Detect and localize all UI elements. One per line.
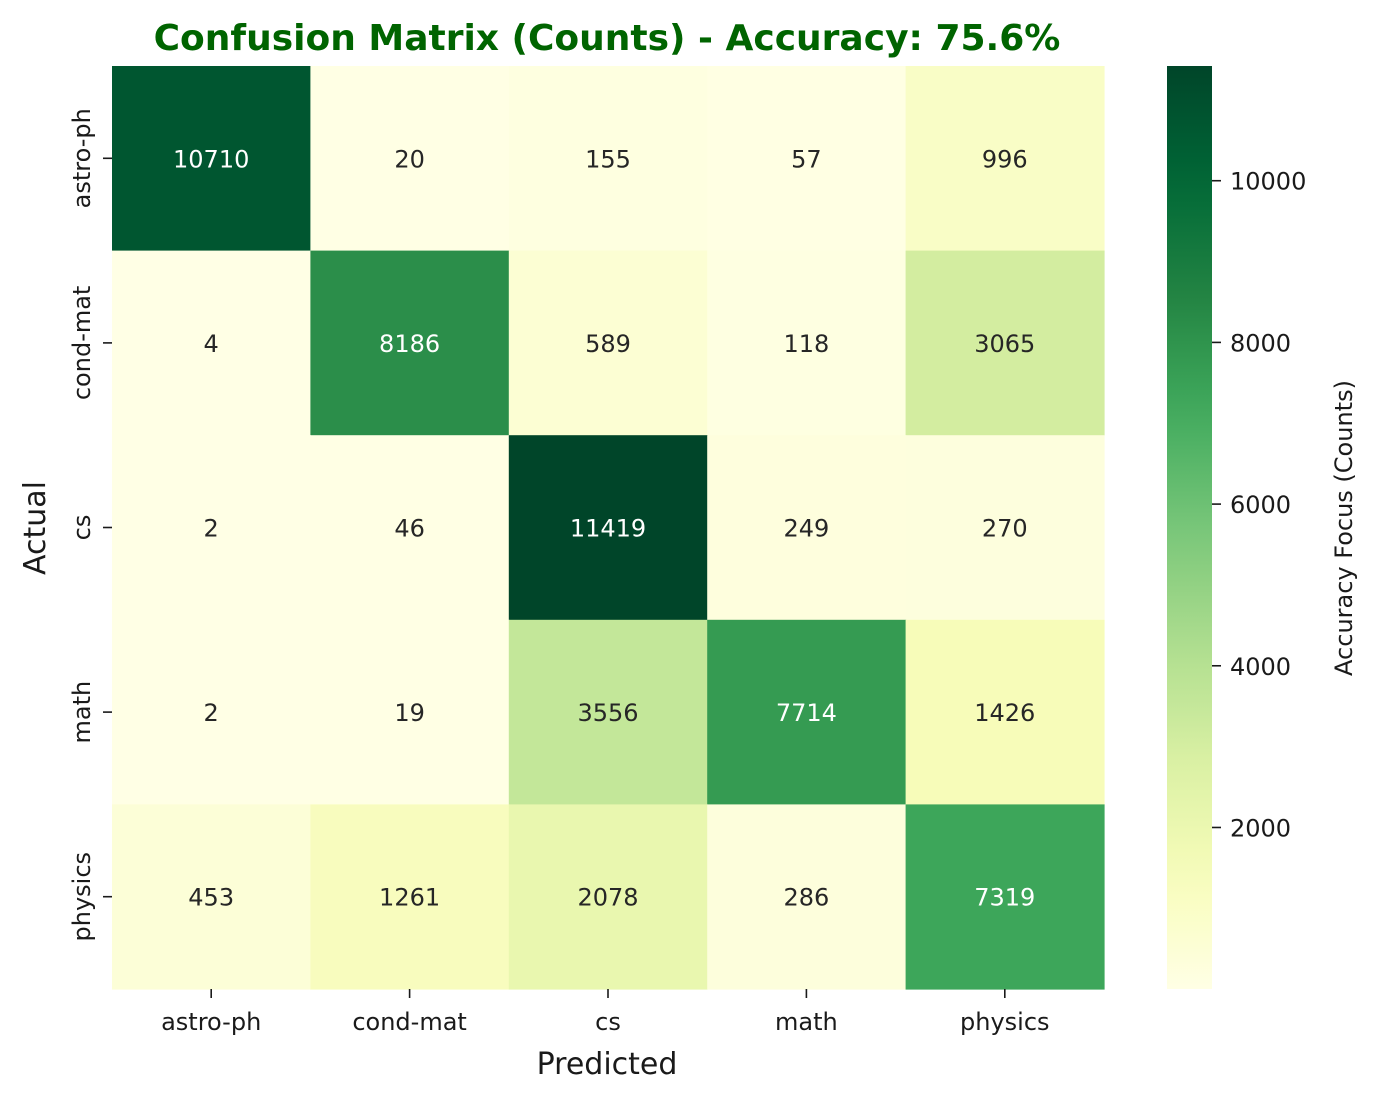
- cell-value-label: 1261: [379, 884, 440, 912]
- colorbar-tick-label: 8000: [1230, 329, 1291, 357]
- cell-value-label: 20: [394, 145, 425, 173]
- cell-value-label: 589: [585, 330, 631, 358]
- cell-value-label: 57: [791, 145, 822, 173]
- heatmap-cell: [508, 435, 708, 621]
- heatmap-cell: [508, 66, 708, 252]
- cell-value-label: 996: [982, 145, 1028, 173]
- x-tick-label: cs: [595, 1008, 621, 1036]
- cell-value-label: 4: [204, 330, 219, 358]
- colorbar-tick-label: 2000: [1230, 814, 1291, 842]
- cell-value-label: 155: [585, 145, 631, 173]
- cell-value-label: 3065: [974, 330, 1035, 358]
- y-tick-label: math: [68, 681, 96, 744]
- heatmap-cell: [112, 619, 311, 805]
- heatmap-cell: [310, 66, 510, 252]
- colorbar-tick-label: 4000: [1230, 653, 1291, 681]
- heatmap-cell: [707, 435, 907, 621]
- cell-value-label: 8186: [379, 330, 440, 358]
- heatmap-cell: [905, 250, 1105, 436]
- heatmap-cell: [707, 250, 907, 436]
- heatmap-cell: [112, 435, 311, 621]
- heatmap-cell: [112, 250, 311, 436]
- cell-value-label: 19: [394, 699, 425, 727]
- heatmap-cell: [310, 619, 510, 805]
- x-axis-ticks: astro-ph cond-mat cs math physics: [161, 989, 1050, 1036]
- colorbar-tick-label: 10000: [1230, 168, 1306, 196]
- heatmap-cell: [905, 66, 1105, 252]
- cell-value-label: 286: [783, 884, 829, 912]
- heatmap-cell: [707, 804, 907, 990]
- cell-value-label: 11419: [570, 515, 646, 543]
- x-tick-label: cond-mat: [352, 1008, 466, 1036]
- heatmap-cell: [310, 804, 510, 990]
- x-axis-label: Predicted: [537, 1047, 678, 1082]
- heatmap-cell: [310, 435, 510, 621]
- y-tick-label: cond-mat: [68, 286, 96, 400]
- cell-value-label: 1426: [974, 699, 1035, 727]
- colorbar-gradient: [1167, 66, 1212, 989]
- heatmap-cell: [905, 804, 1105, 990]
- heatmap-cell: [508, 619, 708, 805]
- y-tick-label: physics: [68, 852, 96, 942]
- cell-value-label: 7714: [776, 699, 837, 727]
- y-axis-label: Actual: [18, 481, 53, 575]
- chart-title: Confusion Matrix (Counts) - Accuracy: 75…: [154, 18, 1061, 59]
- cell-value-label: 118: [783, 330, 829, 358]
- heatmap-cell: [310, 250, 510, 436]
- x-tick-label: astro-ph: [161, 1008, 261, 1036]
- heatmap-cell: [112, 66, 311, 252]
- cell-value-label: 46: [394, 515, 425, 543]
- x-tick-label: math: [775, 1008, 838, 1036]
- x-tick-label: physics: [960, 1008, 1050, 1036]
- cell-value-label: 10710: [173, 145, 249, 173]
- heatmap-cell: [508, 250, 708, 436]
- cell-value-label: 249: [783, 515, 829, 543]
- cell-value-label: 2: [204, 699, 219, 727]
- heatmap-cell: [508, 804, 708, 990]
- colorbar-tick-label: 6000: [1230, 491, 1291, 519]
- colorbar-label: Accuracy Focus (Counts): [1330, 380, 1358, 676]
- cell-value-label: 7319: [974, 884, 1035, 912]
- cell-value-label: 2: [204, 515, 219, 543]
- heatmap-cell: [905, 435, 1105, 621]
- heatmap-cell: [707, 66, 907, 252]
- y-tick-label: astro-ph: [68, 108, 96, 208]
- colorbar: 2000 4000 6000 8000 10000: [1167, 66, 1306, 989]
- heatmap-cell: [905, 619, 1105, 805]
- heatmap-cell: [112, 804, 311, 990]
- cell-value-label: 453: [188, 884, 234, 912]
- cell-value-label: 270: [982, 515, 1028, 543]
- cell-value-label: 3556: [577, 699, 638, 727]
- cell-value-label: 2078: [577, 884, 638, 912]
- y-axis-ticks: astro-ph cond-mat cs math physics: [68, 108, 112, 941]
- y-tick-label: cs: [68, 515, 96, 541]
- heatmap-cell: [707, 619, 907, 805]
